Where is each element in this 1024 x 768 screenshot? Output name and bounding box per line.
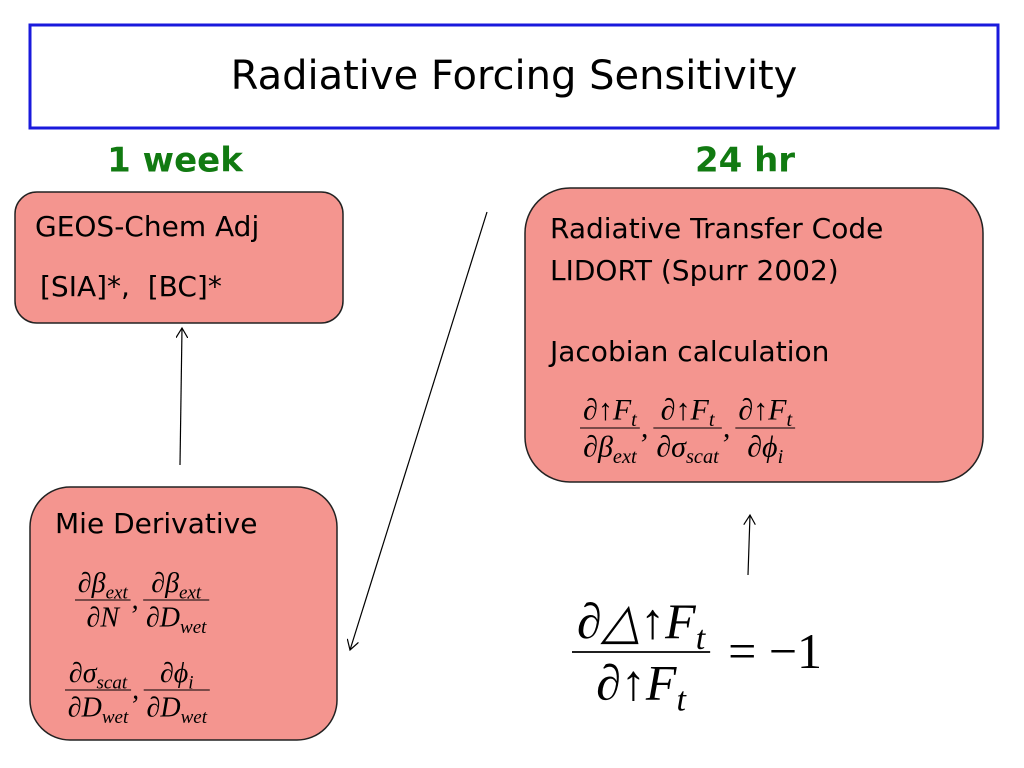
math-main: ∂β — [78, 568, 106, 599]
math-main: ∂D — [147, 693, 181, 724]
node-text: Radiative Transfer Code — [550, 212, 883, 245]
math-term: ∂Dwet — [146, 603, 207, 638]
node-text: [SIA]*, [BC]* — [40, 270, 222, 303]
math-main: ∂↑F — [738, 394, 787, 427]
math-term: ∂Dwet — [147, 693, 208, 728]
title: Radiative Forcing Sensitivity — [231, 53, 798, 99]
title-box — [28, 23, 1000, 130]
math-main: ∂N — [87, 603, 121, 634]
math-main: ∂△↑F — [577, 593, 696, 649]
math-term: ∂ϕi — [747, 431, 783, 469]
math-sub: wet — [181, 707, 208, 728]
equation-rhs: = −1 — [728, 623, 822, 679]
math-term: ∂βext — [78, 568, 129, 603]
math-main: ∂↑F — [661, 394, 710, 427]
separator: , — [132, 584, 139, 615]
math-sub: scat — [97, 672, 128, 693]
math-term: ∂△↑Ft — [577, 593, 707, 657]
math-sub: t — [631, 409, 638, 431]
math-term: ∂↑Ft — [596, 655, 687, 719]
node-text: Jacobian calculation — [548, 335, 829, 368]
math-term: ∂↑Ft — [661, 394, 716, 432]
math-sub: ext — [613, 446, 638, 468]
math-main: ∂β — [583, 431, 613, 464]
math-main: ∂↑F — [583, 394, 632, 427]
math-sub: scat — [686, 446, 720, 468]
heading: 24 hr — [695, 141, 795, 181]
separator: , — [723, 411, 731, 444]
math-term: ∂↑Ft — [738, 394, 793, 432]
math-sub: wet — [102, 707, 129, 728]
math-term: ∂↑Ft — [583, 394, 638, 432]
math-sub: t — [676, 682, 687, 719]
math-term: ∂Dwet — [68, 693, 129, 728]
math-term: ∂σscat — [69, 658, 128, 693]
math-sub: ext — [179, 582, 202, 603]
separator: , — [132, 674, 139, 705]
math-sub: ext — [106, 582, 129, 603]
node-box — [524, 187, 984, 483]
math-term: ∂ϕi — [160, 658, 194, 693]
math-sub: i — [778, 446, 784, 468]
math-sub: t — [709, 409, 716, 431]
arrow — [748, 515, 750, 576]
math-main: ∂β — [151, 568, 179, 599]
math-main: ∂σ — [69, 658, 98, 689]
heading: 1 week — [107, 141, 244, 181]
math-term: ∂N — [87, 603, 121, 634]
math-main: ∂↑F — [596, 655, 677, 711]
arrow — [180, 328, 182, 466]
math-main: ∂σ — [656, 431, 687, 464]
math-main: ∂ϕ — [160, 658, 188, 689]
math-term: ∂βext — [583, 431, 638, 469]
node-text: LIDORT (Spurr 2002) — [550, 254, 839, 287]
math-term: ∂σscat — [656, 431, 720, 469]
separator: , — [641, 411, 649, 444]
math-main: ∂D — [146, 603, 180, 634]
math-main: ∂D — [68, 693, 102, 724]
math-sub: t — [696, 620, 707, 657]
math-sub: t — [786, 409, 793, 431]
node-box — [14, 191, 344, 324]
math-term: ∂βext — [151, 568, 202, 603]
node-text: GEOS-Chem Adj — [35, 210, 259, 243]
node-box — [29, 486, 338, 741]
math-sub: wet — [180, 617, 207, 638]
math-main: ∂ϕ — [747, 431, 777, 464]
node-text: Mie Derivative — [55, 507, 257, 540]
arrow — [350, 211, 488, 650]
math-sub: i — [188, 672, 193, 693]
